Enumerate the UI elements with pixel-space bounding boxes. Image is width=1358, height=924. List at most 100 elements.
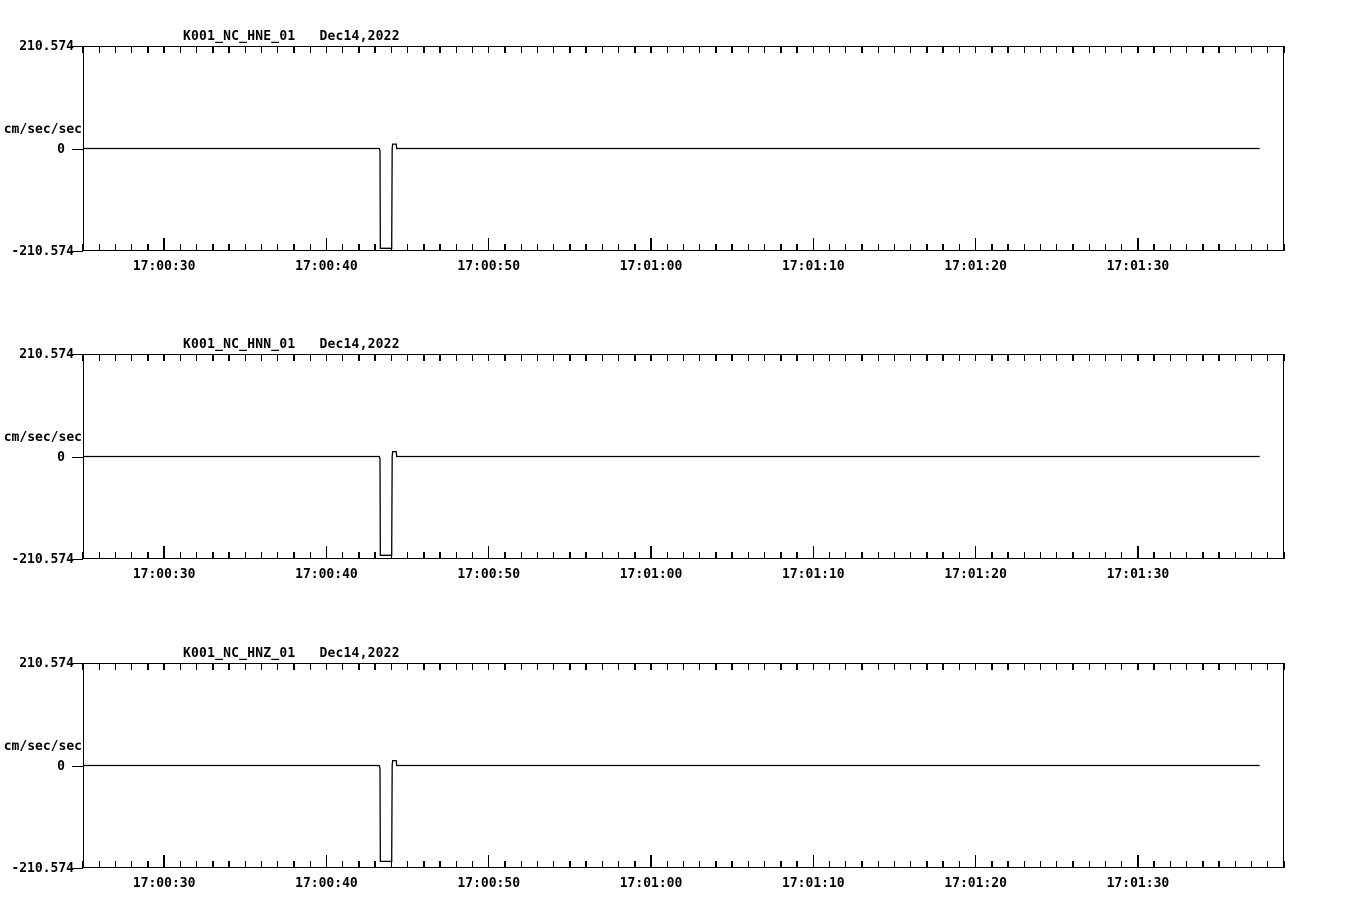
x-minor-tick-hne [893, 244, 896, 251]
x-minor-tick-hne [130, 244, 133, 251]
x-minor-tick-hnn [277, 552, 279, 559]
x-minor-tick-top-hnn [780, 354, 782, 361]
x-minor-tick-hnn [731, 552, 733, 559]
x-minor-tick-top-hnz [763, 663, 766, 670]
x-minor-tick-top-hnn [991, 354, 993, 361]
x-minor-tick-top-hnn [1218, 354, 1220, 361]
x-tick-label-hnn-1: 17:00:40 [295, 567, 358, 582]
x-minor-tick-top-hnn [926, 354, 928, 361]
x-minor-tick-top-hnz [1039, 663, 1042, 670]
x-minor-tick-hnn [374, 552, 376, 559]
x-minor-tick-top-hnz [828, 663, 831, 670]
x-minor-tick-top-hnz [796, 663, 798, 670]
x-minor-tick-hnz [536, 861, 539, 868]
x-minor-tick-top-hnz [617, 663, 620, 670]
x-minor-tick-top-hnn [601, 354, 604, 361]
x-minor-tick-top-hne [666, 46, 668, 53]
x-minor-tick-top-hne [1072, 46, 1074, 53]
x-minor-tick-hnn [910, 552, 912, 559]
x-minor-tick-top-hne [1039, 46, 1042, 53]
x-minor-tick-top-hnn [147, 354, 149, 361]
x-minor-tick-hnz [341, 861, 344, 868]
x-minor-tick-hne [601, 244, 604, 251]
x-major-tick-hne [812, 238, 815, 251]
x-tick-label-hnn-0: 17:00:30 [132, 567, 196, 582]
x-major-tick-hnz [488, 855, 490, 868]
x-major-tick-hnn [1137, 546, 1139, 559]
x-minor-tick-top-hnz [601, 663, 604, 670]
x-minor-tick-hnz [98, 861, 100, 868]
x-tick-label-hnz-2: 17:00:50 [457, 876, 521, 891]
x-minor-tick-hne [1283, 244, 1285, 251]
x-minor-tick-top-hnn [520, 354, 522, 361]
x-minor-tick-hnn [1104, 552, 1107, 559]
x-minor-tick-top-hne [390, 46, 393, 53]
x-minor-tick-top-hnz [163, 663, 165, 670]
y-axis-max-label-hnn: 210.574 [19, 347, 74, 362]
x-tick-label-hnz-3: 17:01:00 [619, 876, 683, 891]
x-minor-tick-top-hnz [1072, 663, 1074, 670]
x-minor-tick-hnn [552, 552, 555, 559]
x-minor-tick-top-hnn [974, 354, 977, 361]
x-minor-tick-top-hnz [569, 663, 571, 670]
x-minor-tick-hnn [1267, 552, 1269, 559]
x-minor-tick-hne [1088, 244, 1090, 251]
x-minor-tick-hnn [1007, 552, 1009, 559]
x-minor-tick-top-hne [731, 46, 733, 53]
x-minor-tick-top-hne [569, 46, 571, 53]
x-minor-tick-hnz [715, 861, 717, 868]
x-minor-tick-hne [763, 244, 766, 251]
x-minor-tick-hnz [942, 861, 944, 868]
x-minor-tick-hnn [877, 552, 879, 559]
x-minor-tick-top-hne [650, 46, 652, 53]
waveform-polyline [83, 452, 1260, 556]
x-minor-tick-top-hnz [780, 663, 782, 670]
x-minor-tick-top-hnn [1234, 354, 1236, 361]
x-minor-tick-hnn [504, 552, 506, 559]
x-minor-tick-top-hnn [309, 354, 311, 361]
x-minor-tick-hnz [585, 861, 587, 868]
x-minor-tick-top-hnn [179, 354, 182, 361]
x-minor-tick-hnz [634, 861, 636, 868]
x-minor-tick-hne [877, 244, 879, 251]
x-tick-label-hne-0: 17:00:30 [132, 259, 196, 274]
x-minor-tick-hnn [958, 552, 961, 559]
x-minor-tick-top-hnz [1153, 663, 1155, 670]
x-minor-tick-hnz [682, 861, 685, 868]
x-major-tick-hnz [812, 855, 815, 868]
x-minor-tick-hne [666, 244, 668, 251]
x-minor-tick-hnz [763, 861, 766, 868]
x-minor-tick-top-hnn [228, 354, 230, 361]
x-minor-tick-hne [861, 244, 863, 251]
x-minor-tick-top-hnz [845, 663, 847, 670]
x-minor-tick-top-hnn [130, 354, 133, 361]
y-tick-max-hnn [72, 354, 83, 356]
x-minor-tick-hne [228, 244, 230, 251]
x-minor-tick-top-hnz [341, 663, 344, 670]
x-minor-tick-hnz [1234, 861, 1236, 868]
x-minor-tick-hnn [1056, 552, 1058, 559]
x-minor-tick-top-hnz [82, 663, 84, 670]
x-minor-tick-top-hnz [552, 663, 555, 670]
y-axis-min-label-hnn: -210.574 [11, 552, 74, 567]
x-minor-tick-hnz [147, 861, 149, 868]
x-minor-tick-hne [1169, 244, 1172, 251]
x-major-tick-hnn [488, 546, 490, 559]
waveform-trace-hne [83, 46, 1284, 251]
x-minor-tick-top-hne [845, 46, 847, 53]
x-tick-label-hnz-1: 17:00:40 [295, 876, 358, 891]
x-minor-tick-hnn [796, 552, 798, 559]
x-minor-tick-top-hne [1234, 46, 1236, 53]
x-minor-tick-top-hnz [1007, 663, 1009, 670]
x-tick-label-hne-5: 17:01:20 [944, 259, 1007, 274]
x-minor-tick-hne [828, 244, 831, 251]
x-minor-tick-top-hne [1088, 46, 1090, 53]
x-minor-tick-top-hnn [406, 354, 409, 361]
x-tick-label-hnz-6: 17:01:30 [1106, 876, 1170, 891]
x-minor-tick-top-hnn [569, 354, 571, 361]
x-minor-tick-top-hne [1137, 46, 1139, 53]
x-minor-tick-hnn [244, 552, 246, 559]
x-minor-tick-top-hnz [634, 663, 636, 670]
x-minor-tick-hnn [536, 552, 539, 559]
x-minor-tick-top-hnz [114, 663, 117, 670]
